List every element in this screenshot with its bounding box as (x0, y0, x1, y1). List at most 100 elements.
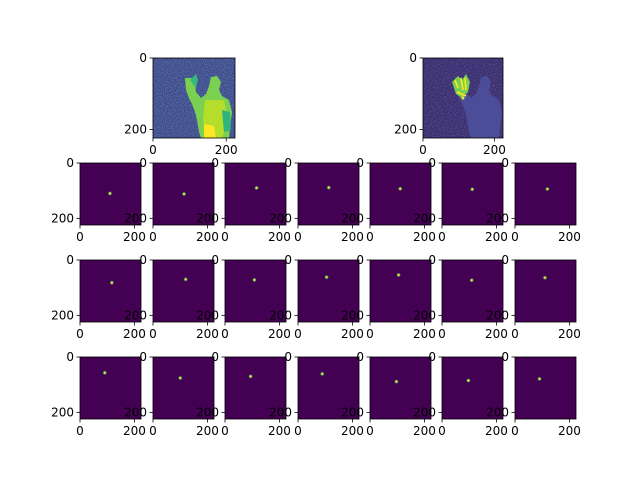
heatmap-peak-core (471, 188, 474, 191)
axes-frame (79, 356, 142, 420)
y-tick-label: 200 (486, 211, 509, 225)
x-tick-label: 0 (438, 327, 446, 341)
y-tick-label: 200 (124, 122, 147, 136)
heatmap-peak-core (255, 187, 258, 189)
y-tick-label: 0 (66, 350, 74, 364)
x-tick-label: 0 (294, 327, 302, 341)
x-tick-label: 0 (76, 327, 84, 341)
x-tick-label: 0 (221, 424, 229, 438)
y-tick-label: 0 (66, 156, 74, 170)
y-tick-label: 0 (139, 253, 147, 267)
y-tick-label: 0 (501, 156, 509, 170)
heatmap-peak-core (327, 186, 330, 189)
x-tick-label: 0 (366, 327, 374, 341)
x-tick-label: 200 (558, 424, 581, 438)
y-tick-label: 200 (196, 211, 219, 225)
x-tick-label: 200 (268, 327, 291, 341)
y-tick-label: 200 (269, 405, 292, 419)
y-tick-label: 0 (428, 350, 436, 364)
heatmap-background (442, 260, 503, 322)
x-tick-label: 200 (268, 230, 291, 244)
heatmap-background (225, 163, 286, 225)
y-tick-label: 0 (501, 253, 509, 267)
x-tick-label: 0 (149, 424, 157, 438)
x-tick-label: 200 (341, 424, 364, 438)
x-tick-label: 200 (413, 230, 436, 244)
x-tick-label: 0 (294, 230, 302, 244)
y-tick-label: 0 (139, 350, 147, 364)
heatmap-background (515, 260, 576, 322)
x-tick-label: 0 (76, 424, 84, 438)
heatmap-background (298, 163, 359, 225)
x-tick-label: 0 (419, 143, 427, 157)
x-tick-label: 0 (221, 230, 229, 244)
y-tick-label: 200 (196, 405, 219, 419)
x-tick-label: 200 (123, 327, 146, 341)
x-tick-label: 200 (485, 230, 508, 244)
heatmap-background (225, 357, 286, 419)
y-tick-label: 200 (269, 308, 292, 322)
x-tick-label: 0 (149, 230, 157, 244)
y-tick-label: 200 (413, 211, 436, 225)
x-tick-label: 200 (485, 424, 508, 438)
y-tick-label: 0 (356, 350, 364, 364)
heatmap-peak-core (546, 188, 549, 190)
y-tick-label: 0 (501, 350, 509, 364)
heatmap-peak-core (470, 279, 473, 282)
axes-frame (441, 162, 504, 226)
x-tick-label: 200 (413, 327, 436, 341)
heatmap-peak-core (397, 274, 400, 276)
axes-frame (441, 259, 504, 323)
y-tick-label: 200 (51, 308, 74, 322)
y-tick-label: 200 (51, 405, 74, 419)
x-tick-label: 200 (268, 424, 291, 438)
y-tick-label: 200 (196, 308, 219, 322)
y-tick-label: 200 (124, 308, 147, 322)
y-tick-label: 0 (356, 253, 364, 267)
axes-frame (224, 356, 287, 420)
axes-frame (79, 162, 142, 226)
axes-frame (369, 356, 432, 420)
heatmap-background (370, 163, 431, 225)
heatmap-peak-core (249, 375, 252, 378)
x-tick-label: 200 (413, 424, 436, 438)
y-tick-label: 0 (139, 51, 147, 65)
axes-frame (224, 259, 287, 323)
y-tick-label: 0 (356, 156, 364, 170)
heatmap-peak-core (325, 276, 328, 279)
heatmap-background (442, 357, 503, 419)
y-tick-label: 0 (284, 156, 292, 170)
heatmap-background (370, 260, 431, 322)
x-tick-label: 200 (123, 424, 146, 438)
heatmap-peak-core (183, 193, 185, 195)
y-tick-label: 0 (211, 156, 219, 170)
x-tick-label: 0 (149, 143, 157, 157)
y-tick-label: 200 (413, 405, 436, 419)
heatmap-peak-core (321, 372, 324, 375)
panel-depth-image (152, 57, 236, 139)
x-tick-label: 200 (196, 424, 219, 438)
y-tick-label: 0 (66, 253, 74, 267)
heatmap-peak-core (184, 278, 187, 281)
axes-frame (422, 57, 504, 139)
heatmap-peak-core (395, 380, 398, 383)
heatmap-peak-core (467, 379, 470, 382)
axes-frame (514, 259, 577, 323)
axes-frame (152, 57, 236, 139)
y-tick-label: 0 (211, 253, 219, 267)
axes-frame (79, 259, 142, 323)
y-tick-label: 200 (124, 211, 147, 225)
